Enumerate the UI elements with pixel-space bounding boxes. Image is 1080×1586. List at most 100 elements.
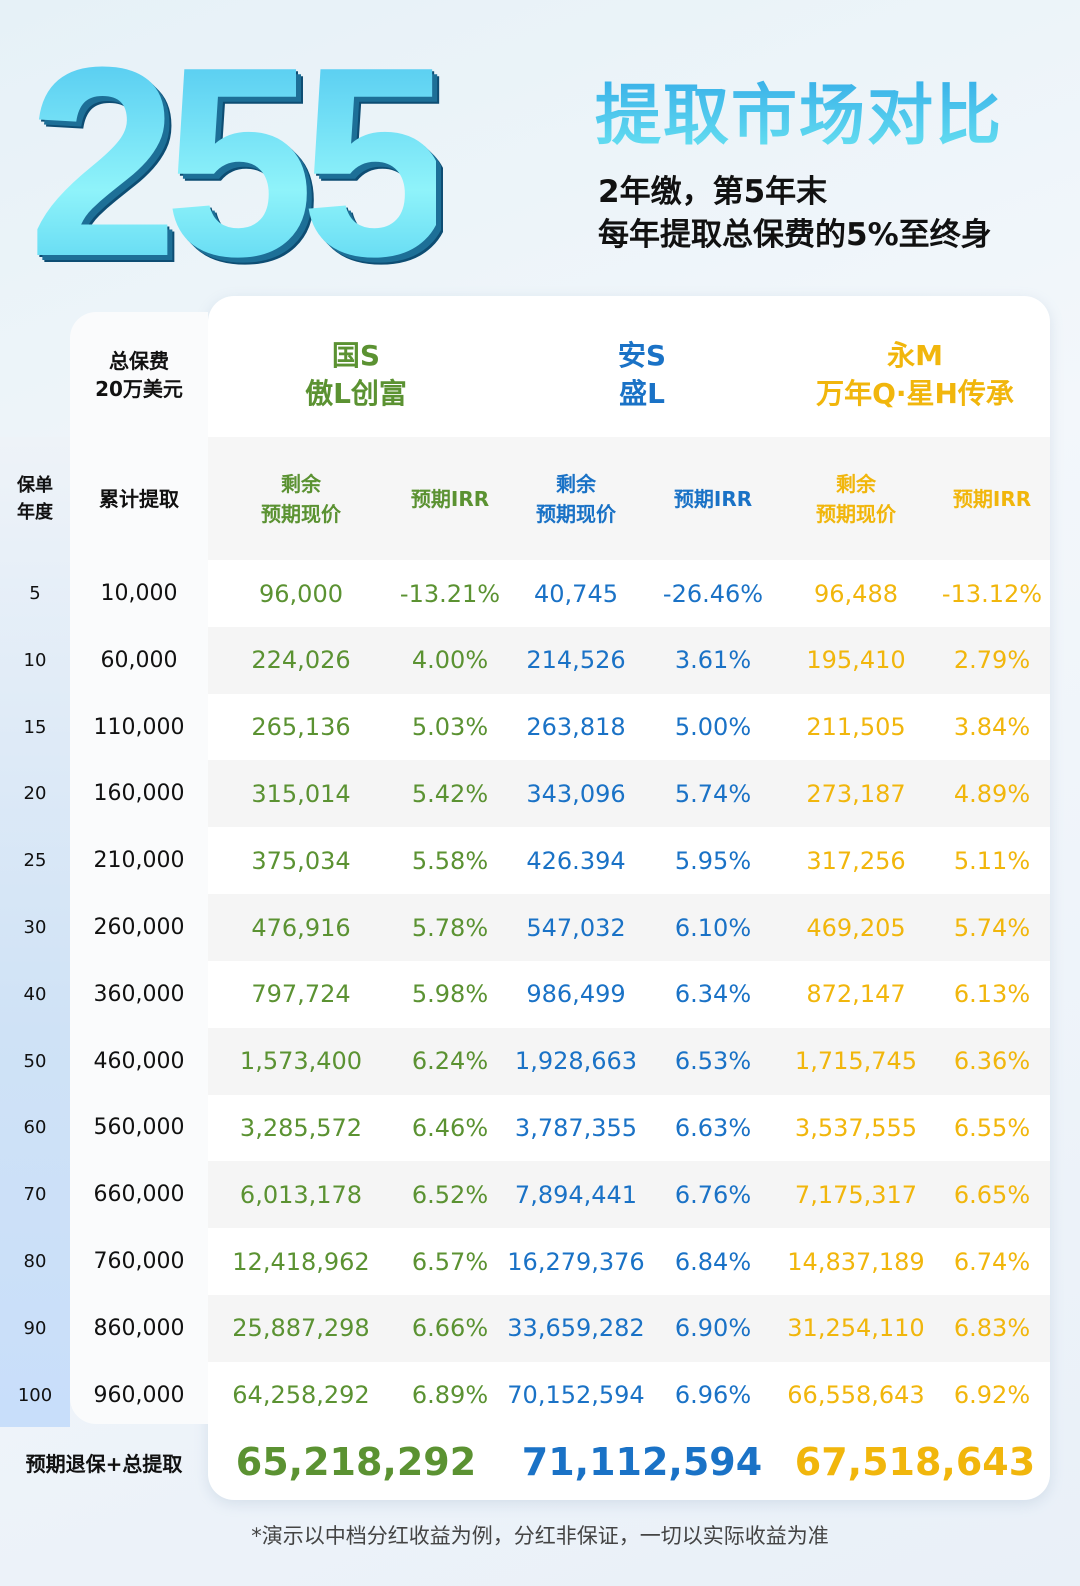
cell-value-2: 214,526: [526, 646, 626, 675]
cell-irr-3: 6.55%: [953, 1113, 1031, 1142]
cell-value-3: 211,505: [806, 713, 906, 742]
cell-irr-3: 6.83%: [953, 1314, 1031, 1343]
column-header-row: 保单 年度 累计提取 剩余 预期现价 预期IRR 剩余 预期现价 预期IRR 剩余 预期…: [0, 437, 1050, 560]
cell-year: 60: [23, 1117, 47, 1139]
cell-irr-3: -13.12%: [941, 579, 1043, 608]
total-premium-label: 总保费 20万美元: [70, 340, 208, 410]
cell-irr-2: 6.53%: [674, 1047, 752, 1076]
table-row: 100 960,000 64,258,292 6.89% 70,152,594 6.96%…: [0, 1362, 1050, 1429]
corner-line2: 20万美元: [95, 377, 183, 401]
cell-value-1: 96,000: [259, 579, 343, 608]
cell-withdrawal: 960,000: [93, 1382, 185, 1408]
cell-value-1: 375,034: [251, 846, 351, 875]
cell-year: 5: [29, 583, 41, 604]
cell-withdrawal: 360,000: [93, 981, 185, 1007]
cell-value-3: 3,537,555: [794, 1113, 918, 1142]
cell-irr-3: 6.65%: [953, 1180, 1031, 1209]
cell-irr-1: 5.98%: [411, 980, 489, 1009]
header-irr-1: 预期IRR: [410, 486, 490, 511]
cell-value-1: 315,014: [251, 779, 351, 808]
cell-value-1: 64,258,292: [232, 1381, 370, 1410]
cell-year: 70: [23, 1184, 47, 1206]
cell-irr-3: 5.74%: [953, 913, 1031, 942]
cell-withdrawal: 160,000: [93, 781, 185, 807]
subtitle-line1: 2年缴，第5年末: [598, 174, 828, 210]
header-year: 保单 年度: [17, 474, 53, 523]
cell-irr-3: 6.13%: [953, 980, 1031, 1009]
table-row: 60 560,000 3,285,572 6.46% 3,787,355 6.63% 3,5…: [0, 1094, 1050, 1161]
cell-value-2: 40,745: [534, 579, 618, 608]
cell-value-2: 70,152,594: [507, 1381, 645, 1410]
cell-irr-3: 5.11%: [953, 846, 1031, 875]
header-value-2: 剩余 预期现价: [536, 471, 616, 526]
product-3-name-2: 万年Q·星H传承: [816, 377, 1014, 410]
cell-withdrawal: 560,000: [93, 1115, 185, 1141]
total-product-1: 65,218,292: [235, 1440, 477, 1484]
cell-value-1: 797,724: [251, 980, 351, 1009]
table-row: 25 210,000 375,034 5.58% 426.394 5.95% 317,256…: [0, 827, 1050, 894]
cell-value-3: 7,175,317: [794, 1180, 918, 1209]
cell-value-2: 16,279,376: [507, 1247, 645, 1276]
cell-irr-2: 6.10%: [674, 913, 752, 942]
cell-value-3: 66,558,643: [787, 1381, 925, 1410]
product-3-header: 永M 万年Q·星H传承: [765, 330, 1065, 420]
cell-year: 10: [23, 649, 47, 671]
header-irr-3: 预期IRR: [952, 486, 1032, 511]
cell-withdrawal: 60,000: [100, 647, 178, 673]
corner-line1: 总保费: [109, 349, 169, 373]
cell-value-3: 872,147: [806, 980, 906, 1009]
cell-irr-1: 5.03%: [411, 713, 489, 742]
subtitle-line2: 每年提取总保费的5%至终身: [598, 217, 992, 253]
cell-value-1: 476,916: [251, 913, 351, 942]
cell-value-3: 14,837,189: [787, 1247, 925, 1276]
product-1-name-1: 国S: [331, 339, 381, 373]
cell-irr-2: 6.76%: [674, 1180, 752, 1209]
table-row: 80 760,000 12,418,962 6.57% 16,279,376 6.84% 1…: [0, 1228, 1050, 1295]
total-row: 预期退保+总提取 65,218,292 71,112,594 67,518,64…: [0, 1427, 1050, 1497]
cell-irr-2: 5.00%: [674, 713, 752, 742]
product-2-header: 安S 盛L: [492, 330, 792, 420]
cell-withdrawal: 110,000: [93, 714, 185, 740]
cell-irr-2: 6.90%: [674, 1314, 752, 1343]
cell-irr-2: 6.84%: [674, 1247, 752, 1276]
cell-year: 25: [23, 850, 47, 872]
cell-irr-3: 4.89%: [953, 779, 1031, 808]
cell-value-2: 3,787,355: [514, 1113, 638, 1142]
cell-year: 20: [23, 783, 47, 805]
cell-withdrawal: 760,000: [93, 1249, 185, 1274]
cell-value-2: 547,032: [526, 913, 626, 942]
cell-irr-1: 5.42%: [411, 779, 489, 808]
cell-value-2: 7,894,441: [514, 1180, 638, 1209]
product-2-name-2: 盛L: [619, 377, 665, 410]
cell-value-1: 3,285,572: [239, 1113, 363, 1142]
cell-year: 50: [23, 1050, 47, 1072]
cell-irr-1: 6.24%: [411, 1047, 489, 1076]
cell-value-2: 1,928,663: [514, 1047, 638, 1076]
cell-value-3: 273,187: [806, 779, 906, 808]
total-label: 预期退保+总提取: [25, 1451, 183, 1476]
cell-irr-2: 5.74%: [674, 779, 752, 808]
total-product-2: 71,112,594: [521, 1440, 763, 1484]
hero-number: 255: [28, 12, 451, 313]
cell-value-1: 12,418,962: [232, 1247, 370, 1276]
cell-value-1: 6,013,178: [239, 1180, 363, 1209]
cell-withdrawal: 210,000: [93, 848, 185, 874]
table-row: 90 860,000 25,887,298 6.66% 33,659,282 6.90% 3…: [0, 1294, 1050, 1362]
cell-withdrawal: 10,000: [100, 581, 178, 606]
cell-irr-1: 6.52%: [411, 1180, 489, 1209]
cell-value-2: 263,818: [526, 713, 626, 742]
cell-withdrawal: 460,000: [93, 1048, 185, 1074]
table-row: 30 260,000 476,916 5.78% 547,032 6.10% 469,205…: [0, 894, 1050, 961]
table-row: 70 660,000 6,013,178 6.52% 7,894,441 6.76% 7,1…: [0, 1161, 1050, 1229]
cell-value-1: 1,573,400: [239, 1047, 363, 1076]
cell-value-2: 986,499: [526, 980, 626, 1009]
product-1-header: 国S 傲L创富: [206, 330, 506, 420]
total-product-3: 67,518,643: [794, 1440, 1036, 1484]
cell-irr-3: 2.79%: [953, 646, 1031, 675]
product-2-name-1: 安S: [617, 339, 667, 373]
cell-year: 40: [23, 983, 47, 1005]
product-1-name-2: 傲L创富: [305, 377, 407, 410]
cell-irr-2: 6.96%: [674, 1381, 752, 1410]
year-column: [0, 437, 70, 1427]
cell-value-3: 1,715,745: [794, 1047, 918, 1076]
